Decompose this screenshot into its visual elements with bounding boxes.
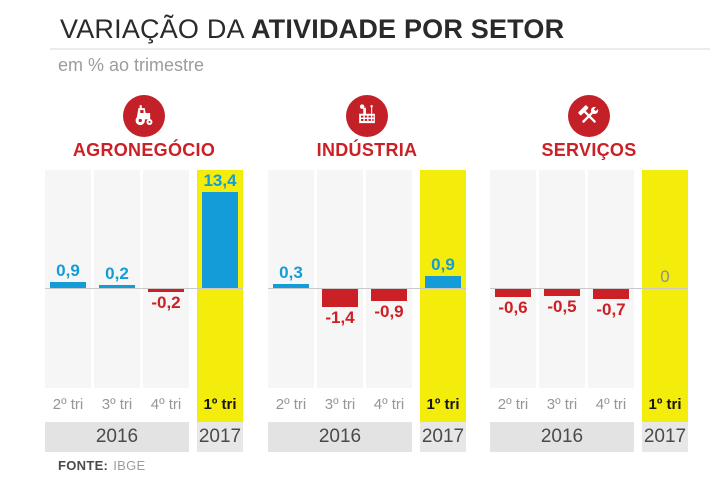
quarter-label: 3º tri: [546, 396, 578, 413]
column-stripe: [366, 170, 412, 388]
bar-industria-2: [371, 289, 407, 301]
value-label: -0,2: [151, 293, 181, 312]
column-stripe: [490, 170, 536, 388]
value-label: 0: [660, 267, 670, 286]
value-label: 13,4: [203, 171, 237, 190]
year-label-2017: 2017: [197, 422, 243, 452]
bar-industria-0: [273, 284, 309, 288]
sector-chart-agronegocio: 0,9 0,2 -0,2 13,4 2º tri 3º tri 4º tri 1º tri: [45, 170, 243, 422]
quarter-label: 2º tri: [52, 396, 84, 413]
zero-baseline: [490, 288, 688, 289]
quarter-label: 2º tri: [497, 396, 529, 413]
bar-agronegocio-3: [202, 192, 238, 288]
bar-agronegocio-2: [148, 289, 184, 292]
value-label: 0,9: [431, 255, 455, 274]
value-label: 0,9: [56, 261, 80, 280]
quarter-label: 1º tri: [648, 396, 682, 413]
year-label-2016: 2016: [490, 422, 634, 452]
sector-title: AGRONEGÓCIO: [72, 140, 216, 160]
column-stripe: [94, 170, 140, 388]
sector-chart-servicos: -0,6 -0,5 -0,7 0 2º tri 3º tri 4º tri 1º tri: [490, 170, 688, 422]
year-label-2017: 2017: [420, 422, 466, 452]
zero-baseline: [45, 288, 243, 289]
value-label: -0,5: [547, 297, 577, 316]
year-label-2016: 2016: [45, 422, 189, 452]
bar-servicos-0: [495, 289, 531, 297]
column-stripe: [317, 170, 363, 388]
value-label: -1,4: [325, 308, 355, 327]
source-label: FONTE:: [58, 458, 109, 473]
value-label: -0,9: [374, 302, 404, 321]
highlight-column: [420, 170, 466, 422]
bar-agronegocio-0: [50, 282, 86, 288]
page-title: VARIAÇÃO DA ATIVIDADE POR SETOR: [60, 14, 564, 45]
tools-icon: [568, 95, 610, 137]
sector-title: SERVIÇOS: [541, 140, 637, 160]
quarter-label: 4º tri: [595, 396, 627, 413]
sector-panel-industria: INDÚSTRIA 0,3 -1,4 -0,9 0,9 2º tri 3º tri 4º tr…: [268, 95, 466, 452]
title-divider: [50, 48, 710, 50]
year-label-2017: 2017: [642, 422, 688, 452]
title-prefix: VARIAÇÃO DA: [60, 14, 251, 44]
chart-subtitle: em % ao trimestre: [58, 55, 205, 75]
sector-panel-servicos: SERVIÇOS -0,6 -0,5 -0,7 0 2º tri 3º tri 4º tri 1…: [490, 95, 688, 452]
bar-servicos-1: [544, 289, 580, 296]
year-label-2016: 2016: [268, 422, 412, 452]
zero-baseline: [268, 288, 466, 289]
sector-title: INDÚSTRIA: [316, 140, 418, 160]
value-label: 0,3: [279, 263, 303, 282]
column-stripe: [588, 170, 634, 388]
quarter-label: 2º tri: [275, 396, 307, 413]
column-stripe: [539, 170, 585, 388]
quarter-label: 3º tri: [101, 396, 133, 413]
value-label: 0,2: [105, 264, 129, 283]
quarter-label: 1º tri: [203, 396, 237, 413]
quarter-label: 1º tri: [426, 396, 460, 413]
title-emphasis: ATIVIDADE POR SETOR: [250, 14, 565, 44]
bar-industria-3: [425, 276, 461, 288]
value-label: -0,7: [596, 300, 626, 319]
sector-chart-industria: 0,3 -1,4 -0,9 0,9 2º tri 3º tri 4º tri 1º tri: [268, 170, 466, 422]
tractor-icon: [123, 95, 165, 137]
bar-agronegocio-1: [99, 285, 135, 288]
column-stripe: [143, 170, 189, 388]
factory-icon: [346, 95, 388, 137]
source-value: IBGE: [113, 458, 146, 473]
sector-panel-agronegocio: AGRONEGÓCIO 0,9 0,2 -0,2 13,4 2º tri 3º tri 4º …: [45, 95, 243, 452]
column-stripe: [268, 170, 314, 388]
quarter-label: 3º tri: [324, 396, 356, 413]
bar-industria-1: [322, 289, 358, 307]
bar-servicos-2: [593, 289, 629, 299]
highlight-column: [642, 170, 688, 422]
quarter-label: 4º tri: [150, 396, 182, 413]
source-note: FONTE: IBGE: [58, 458, 145, 473]
column-stripe: [45, 170, 91, 388]
value-label: -0,6: [498, 298, 528, 317]
quarter-label: 4º tri: [373, 396, 405, 413]
